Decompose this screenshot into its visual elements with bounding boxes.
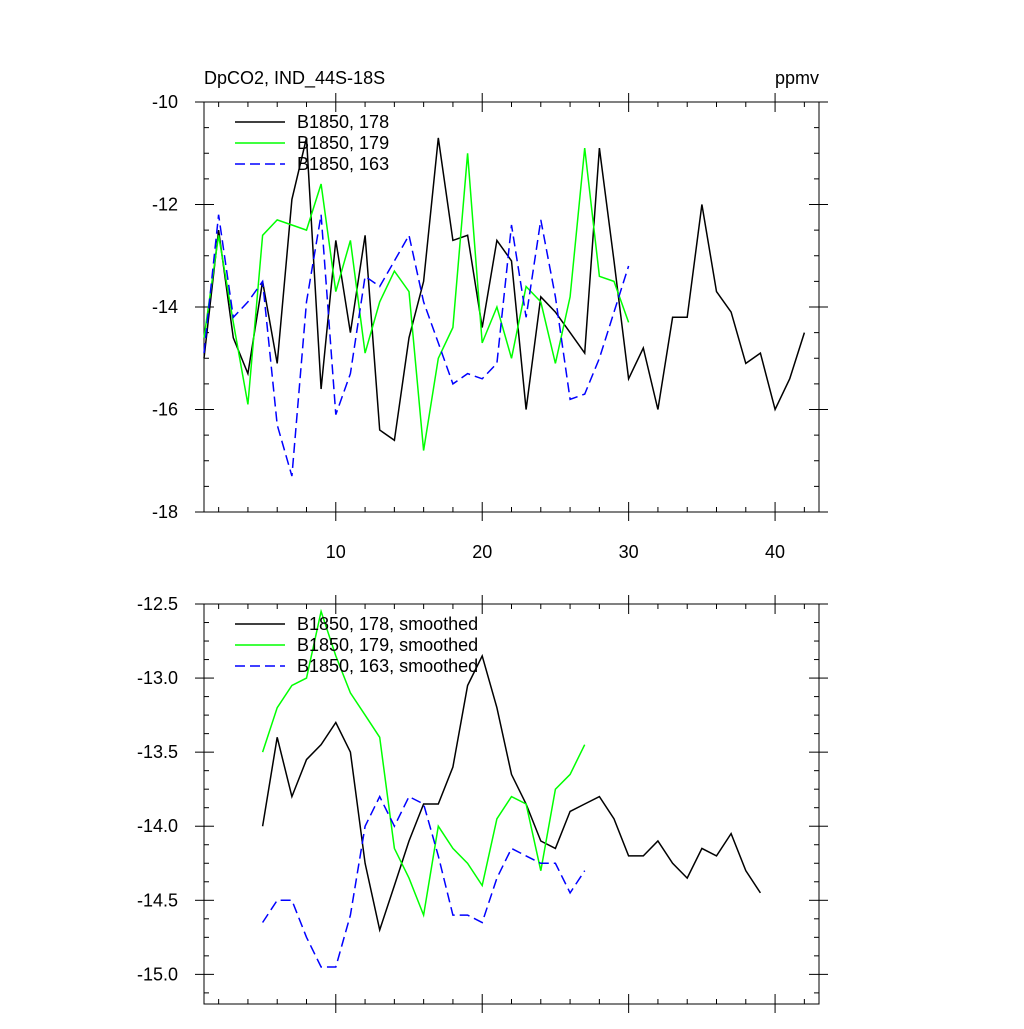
panel-1-legend-label-1: B1850, 178: [297, 112, 389, 132]
panel-2-y-tick-label: -13.0: [137, 668, 178, 688]
panel-1-x-tick-label: 40: [765, 542, 785, 562]
panel-1-x-tick-label: 30: [619, 542, 639, 562]
panel-1-series-3-line: [203, 214, 630, 477]
panel-1-x-tick-label: 20: [472, 542, 492, 562]
panel-2-y-tick-label: -14.5: [137, 890, 178, 910]
panel-2-y-tick-label: -13.5: [137, 742, 178, 762]
panel-1-y-tick-label: -12: [152, 195, 178, 215]
panel-1-legend-label-3: B1850, 163: [297, 154, 389, 174]
panel-2-legend-label-1: B1850, 178, smoothed: [297, 614, 478, 634]
panel-1-series-1-line: [203, 137, 806, 442]
panel-1-units: ppmv: [775, 68, 819, 88]
panel-2-y-tick-label: -14.0: [137, 816, 178, 836]
panel-1-x-tick-label: 10: [326, 542, 346, 562]
panel-1-title: DpCO2, IND_44S-18S: [204, 68, 385, 89]
panel-2-series-3-line: [261, 794, 586, 968]
panel-1-y-tick-label: -18: [152, 502, 178, 522]
panel-2-legend-label-3: B1850, 163, smoothed: [297, 656, 478, 676]
panel-2-legend-label-2: B1850, 179, smoothed: [297, 635, 478, 655]
panel-1-y-tick-label: -16: [152, 400, 178, 420]
panel-1-y-tick-label: -14: [152, 297, 178, 317]
panel-2-series-2-line: [261, 608, 586, 918]
panel-2-series-1-line: [261, 653, 762, 933]
panel-1-series-2-line: [203, 148, 630, 451]
panel-2-y-tick-label: -15.0: [137, 964, 178, 984]
panel-2-y-tick-label: -12.5: [137, 594, 178, 614]
panel-1-y-tick-label: -10: [152, 92, 178, 112]
panel-1-legend-label-2: B1850, 179: [297, 133, 389, 153]
